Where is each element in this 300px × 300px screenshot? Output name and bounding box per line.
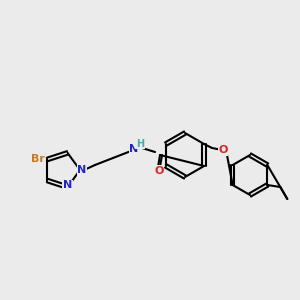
Text: Br: Br xyxy=(31,154,44,164)
Text: H: H xyxy=(136,139,144,149)
Text: N: N xyxy=(77,165,87,175)
Text: N: N xyxy=(63,180,72,190)
Text: O: O xyxy=(218,145,228,155)
Text: O: O xyxy=(154,166,164,176)
Text: N: N xyxy=(129,144,139,154)
